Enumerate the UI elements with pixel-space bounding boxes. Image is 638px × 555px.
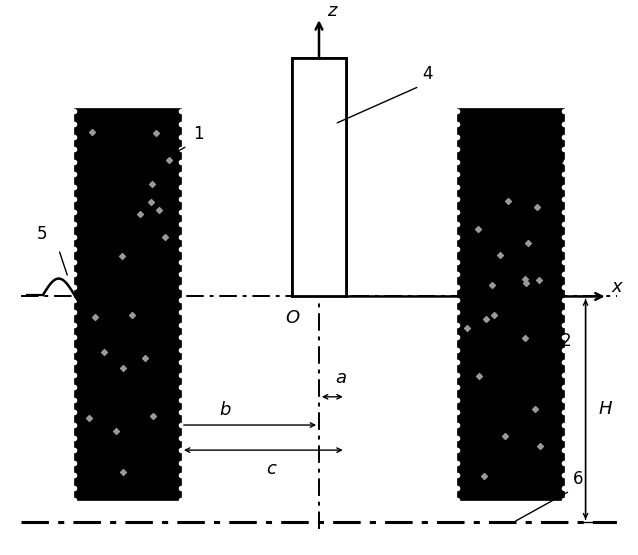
Point <box>118 467 128 476</box>
Text: $x$: $x$ <box>611 278 624 296</box>
Bar <box>457 108 563 500</box>
Point <box>165 155 175 164</box>
Point <box>135 210 145 219</box>
Text: $z$: $z$ <box>327 2 339 20</box>
Text: $b$: $b$ <box>219 401 231 419</box>
Bar <box>292 58 346 296</box>
Point <box>530 405 540 413</box>
Point <box>495 250 505 259</box>
Point <box>535 276 545 285</box>
Point <box>487 280 497 289</box>
Point <box>145 198 156 206</box>
Point <box>99 347 109 356</box>
Point <box>503 197 514 206</box>
Text: 4: 4 <box>422 65 433 83</box>
Point <box>87 127 97 136</box>
Point <box>521 278 531 287</box>
Point <box>128 311 138 320</box>
Text: 3: 3 <box>554 156 565 174</box>
Point <box>140 353 150 362</box>
Point <box>154 205 165 214</box>
Point <box>160 233 170 241</box>
Point <box>479 472 489 481</box>
Text: $a$: $a$ <box>336 370 347 387</box>
Point <box>151 128 161 137</box>
Bar <box>75 108 181 500</box>
Point <box>481 315 491 324</box>
Point <box>473 372 484 381</box>
Point <box>117 251 128 260</box>
Point <box>148 412 158 421</box>
Point <box>489 310 499 319</box>
Point <box>111 427 121 436</box>
Point <box>147 180 157 189</box>
Text: 6: 6 <box>573 470 584 488</box>
Point <box>90 312 100 321</box>
Point <box>84 414 94 423</box>
Point <box>523 238 533 247</box>
Point <box>532 203 542 211</box>
Point <box>520 275 530 284</box>
Text: $O$: $O$ <box>285 309 300 327</box>
Point <box>500 432 510 441</box>
Point <box>462 323 472 332</box>
Text: $H$: $H$ <box>598 400 613 418</box>
Point <box>535 441 545 450</box>
Point <box>520 334 530 342</box>
Text: 1: 1 <box>193 125 204 143</box>
Text: 5: 5 <box>37 225 47 243</box>
Point <box>117 364 128 372</box>
Bar <box>292 58 346 296</box>
Text: $c$: $c$ <box>267 460 278 477</box>
Point <box>473 225 483 234</box>
Text: 2: 2 <box>560 332 571 350</box>
